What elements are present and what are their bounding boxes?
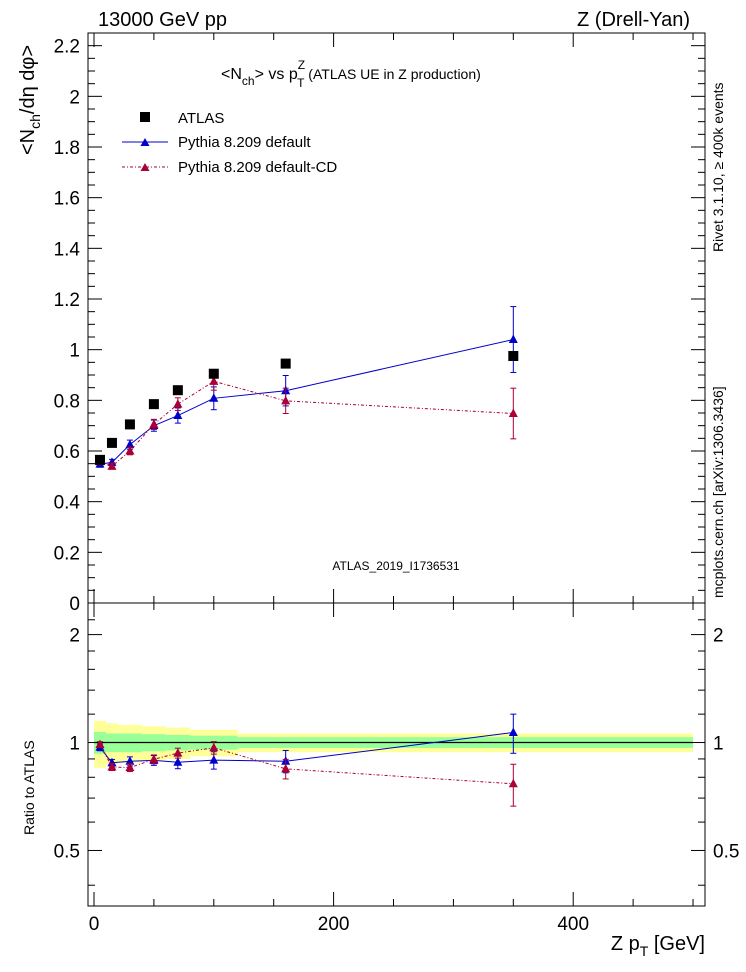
atlas-data-point bbox=[508, 351, 519, 361]
x-axis-label: Z pT [GeV] bbox=[611, 933, 705, 959]
cd-main-marker bbox=[508, 408, 518, 418]
process-label: Z (Drell-Yan) bbox=[577, 9, 690, 31]
cd-ratio-marker bbox=[107, 762, 117, 771]
cd-ratio-marker bbox=[209, 742, 219, 752]
ratio-y-tick-label-right: 2 bbox=[713, 626, 724, 647]
default-ratio-marker bbox=[125, 756, 135, 765]
ratio-y-tick-label-right: 1 bbox=[713, 734, 724, 755]
default-main-marker bbox=[173, 410, 183, 420]
ratio-band-layer bbox=[93, 720, 694, 768]
legend-atlas-marker bbox=[140, 112, 150, 122]
x-tick-label: 0 bbox=[89, 914, 100, 935]
rivet-label: Rivet 3.1.10, ≥ 400k events bbox=[710, 82, 726, 252]
default-main-marker bbox=[125, 439, 135, 449]
main-y-tick-label: 1.8 bbox=[54, 138, 80, 159]
main-y-tick-label: 1 bbox=[69, 341, 80, 362]
main-y-tick-label: 0.2 bbox=[54, 543, 80, 564]
legend: ATLAS Pythia 8.209 default Pythia 8.209 … bbox=[122, 110, 337, 176]
legend-default-marker bbox=[140, 138, 150, 146]
ratio-y-tick-label: 2 bbox=[69, 626, 80, 647]
default-main-marker bbox=[209, 393, 219, 402]
atlas-data-point bbox=[208, 368, 219, 379]
ratio-y-tick-label: 0.5 bbox=[54, 841, 80, 862]
atlas-data-point bbox=[124, 419, 135, 430]
cd-main-marker bbox=[149, 419, 159, 428]
atlas-data-point bbox=[106, 437, 117, 448]
cd-ratio-marker bbox=[149, 754, 159, 763]
main-y-tick-label: 1.6 bbox=[54, 189, 80, 210]
main-y-tick-label: 2.2 bbox=[54, 37, 80, 58]
main-y-tick-label: 1.4 bbox=[54, 239, 81, 260]
main-y-tick-label: 2 bbox=[69, 87, 80, 108]
default-main-marker bbox=[508, 334, 518, 344]
cd-ratio-marker bbox=[95, 739, 105, 748]
legend-default-label: Pythia 8.209 default bbox=[178, 134, 311, 151]
default-ratio-line bbox=[99, 731, 514, 764]
main-y-tick-label: 1.2 bbox=[54, 290, 80, 311]
plot-title: <Nch> vs pZ T (ATLAS UE in Z production) bbox=[221, 58, 481, 90]
ratio-panel-frame bbox=[87, 602, 706, 907]
cd-ratio-line bbox=[99, 744, 514, 785]
analysis-id: ATLAS_2019_I1736531 bbox=[332, 559, 460, 573]
legend-cd-marker bbox=[140, 163, 150, 171]
cd-ratio-marker bbox=[281, 763, 291, 773]
default-ratio-marker bbox=[173, 757, 183, 766]
main-y-tick-label: 0.4 bbox=[54, 493, 81, 514]
cd-main-marker bbox=[173, 399, 183, 408]
data-layer bbox=[94, 306, 519, 807]
main-y-tick-label: 0.6 bbox=[54, 442, 80, 463]
cd-main-marker bbox=[107, 461, 117, 470]
default-ratio-marker bbox=[508, 727, 518, 736]
ratio-y-axis-label: Ratio to ATLAS bbox=[21, 740, 37, 835]
ratio-y-tick-label-right: 0.5 bbox=[713, 841, 739, 862]
x-tick-label: 400 bbox=[557, 914, 589, 935]
default-ratio-marker bbox=[107, 757, 117, 767]
x-tick-label: 200 bbox=[318, 914, 350, 935]
main-y-axis-label: <Nch/dη dφ> bbox=[17, 45, 43, 155]
legend-atlas-label: ATLAS bbox=[178, 110, 224, 127]
mcplots-label: mcplots.cern.ch [arXiv:1306.3436] bbox=[710, 386, 726, 598]
cd-main-line bbox=[99, 380, 514, 467]
cd-ratio-marker bbox=[173, 748, 183, 757]
collision-label: 13000 GeV pp bbox=[98, 9, 227, 31]
cd-ratio-marker bbox=[125, 762, 135, 772]
cd-main-marker bbox=[209, 376, 219, 385]
atlas-data-point bbox=[172, 385, 183, 396]
legend-cd-label: Pythia 8.209 default-CD bbox=[178, 159, 337, 176]
default-ratio-marker bbox=[209, 755, 219, 764]
axes-layer: 0 0.2 0.4 0.6 0.8 1 1.2 1.4 1.6 1.8 2 2.2 0.5 0.5 1 1 2 2… bbox=[54, 33, 739, 935]
cd-ratio-marker bbox=[508, 778, 518, 788]
cd-main-marker bbox=[125, 446, 135, 455]
main-y-tick-label: 0.8 bbox=[54, 391, 80, 412]
main-y-tick-label: 0 bbox=[69, 594, 80, 615]
atlas-data-point bbox=[94, 454, 105, 465]
cd-main-marker bbox=[281, 395, 291, 405]
atlas-data-point bbox=[280, 358, 291, 369]
atlas-data-point bbox=[148, 399, 159, 410]
ratio-y-tick-label: 1 bbox=[69, 734, 80, 755]
